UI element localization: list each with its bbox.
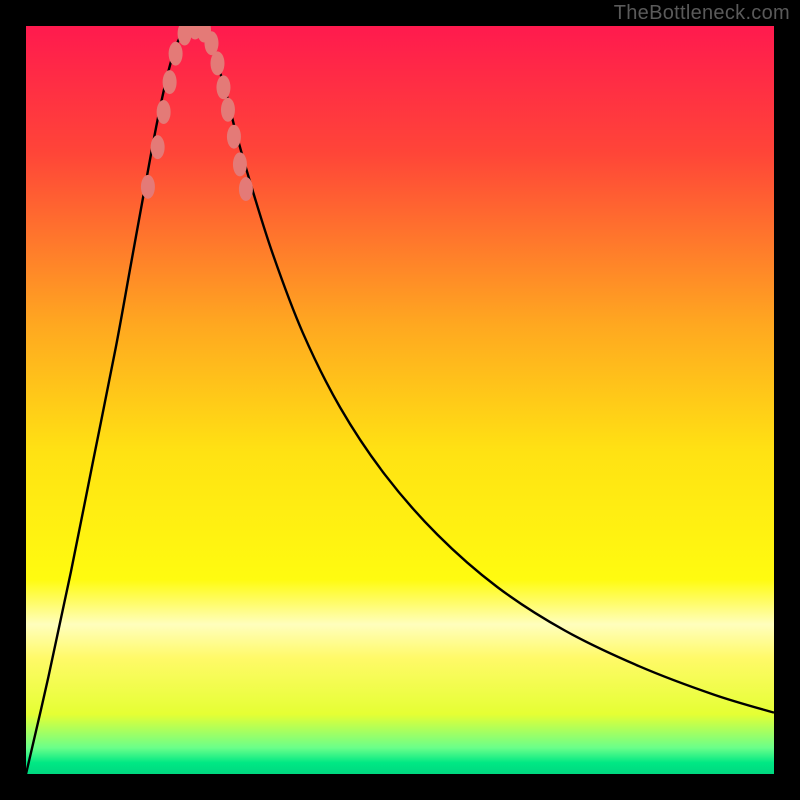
curve-left-branch [26,27,191,774]
data-marker [157,100,171,124]
data-marker [163,70,177,94]
data-marker [151,135,165,159]
curve-right-branch [198,27,774,713]
watermark-text: TheBottleneck.com [614,2,790,25]
data-marker [221,98,235,122]
data-marker [227,125,241,149]
data-marker [216,75,230,99]
data-marker [239,177,253,201]
data-marker [233,152,247,176]
chart-frame: TheBottleneck.com [0,0,800,800]
data-marker [141,175,155,199]
markers-group [141,26,253,201]
data-marker [210,51,224,75]
plot-area [26,26,774,774]
data-marker [169,42,183,66]
curve-layer [26,26,774,774]
